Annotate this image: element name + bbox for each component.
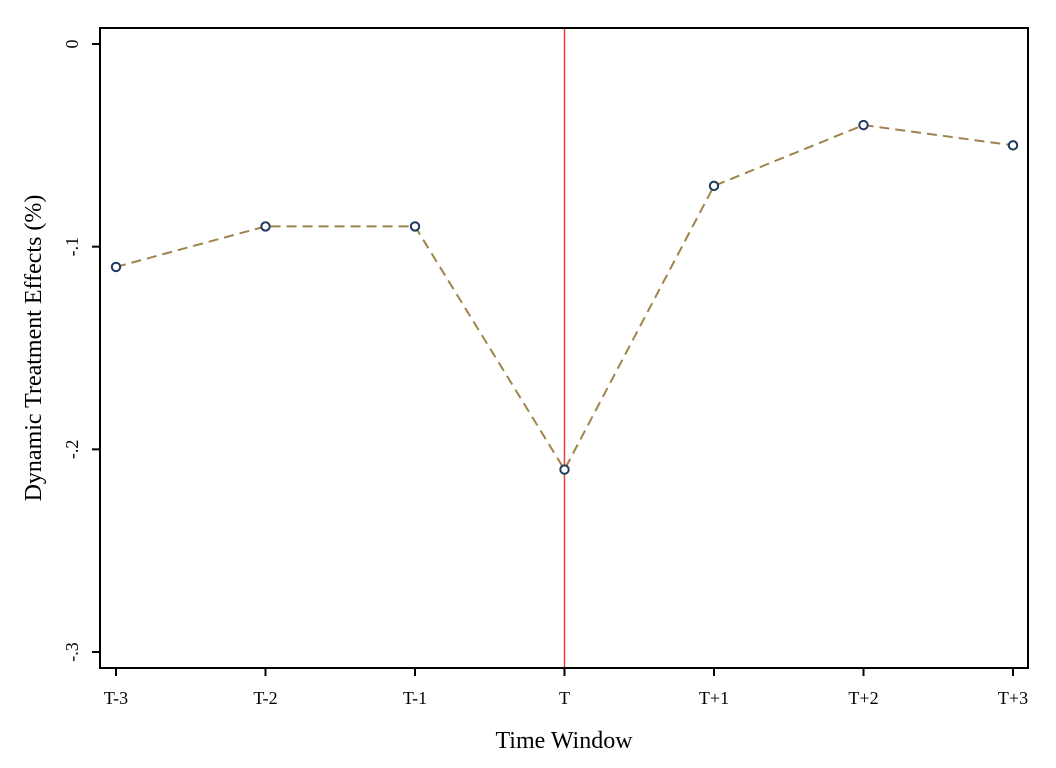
x-tick-label: T-2 — [253, 688, 277, 708]
data-points-layer — [110, 119, 1019, 475]
x-tick-label: T — [559, 688, 570, 708]
data-point — [708, 180, 720, 192]
x-tick-label: T-1 — [403, 688, 427, 708]
data-point — [260, 221, 271, 232]
data-point — [1007, 140, 1019, 151]
x-tick-label: T+3 — [998, 688, 1028, 708]
x-axis: T-3 T-2 T-1 T T+1 T+2 T+3 — [104, 668, 1028, 708]
y-axis-title: Dynamic Treatment Effects (%) — [21, 195, 47, 502]
y-tick-label: 0 — [62, 40, 82, 49]
y-tick-label: -.3 — [62, 642, 82, 662]
x-tick-label: T-3 — [104, 688, 128, 708]
y-tick-label: -.1 — [62, 237, 82, 257]
data-point — [409, 221, 421, 232]
data-point — [858, 119, 869, 131]
x-axis-title: Time Window — [495, 728, 633, 754]
x-tick-label: T+2 — [848, 688, 878, 708]
data-point — [110, 261, 122, 273]
y-tick-label: -.2 — [62, 440, 82, 460]
y-axis: 0 -.1 -.2 -.3 — [62, 40, 100, 662]
data-point — [559, 464, 570, 475]
x-tick-label: T+1 — [699, 688, 729, 708]
